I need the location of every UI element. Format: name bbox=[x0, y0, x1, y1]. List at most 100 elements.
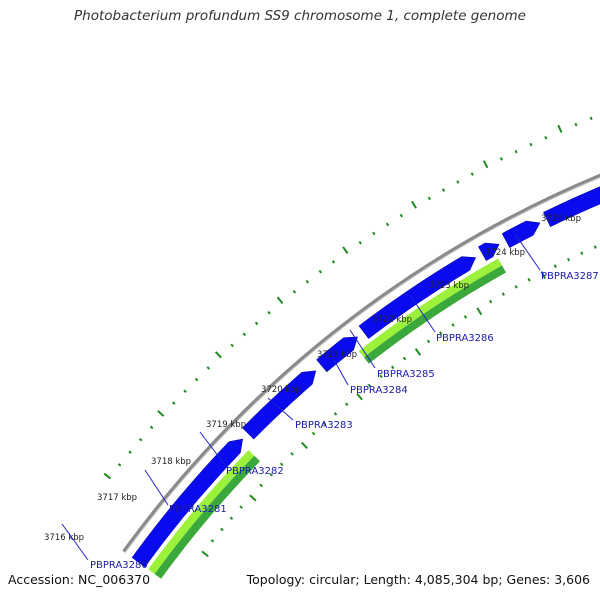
kbp-label: 3723 kbp bbox=[429, 281, 469, 291]
outer-tick bbox=[589, 116, 593, 121]
gene-labels: PBPRA3280 PBPRA3281 PBPRA3282 PBPRA3283 PBPR… bbox=[61, 233, 599, 571]
kbp-label: 3716 kbp bbox=[44, 533, 84, 543]
inner-tick bbox=[367, 383, 372, 388]
inner-tick bbox=[379, 374, 383, 379]
inner-tick bbox=[540, 271, 547, 280]
inner-tick bbox=[593, 245, 597, 249]
gene-label: PBPRA3284 bbox=[350, 385, 408, 396]
reverse-strand-genes bbox=[148, 258, 506, 579]
forward-gene-arrow bbox=[501, 220, 541, 249]
outer-tick bbox=[157, 410, 165, 417]
inner-tick bbox=[580, 251, 584, 256]
outer-tick bbox=[128, 450, 132, 454]
gene-label-leader bbox=[61, 523, 89, 561]
inner-tick bbox=[463, 315, 468, 319]
forward-strand-genes bbox=[131, 186, 600, 568]
gene-label: PBPRA3282 bbox=[226, 466, 284, 477]
reverse-gene-arrow-bottom bbox=[363, 265, 506, 364]
outer-tick-ring bbox=[103, 116, 593, 480]
inner-tick bbox=[426, 339, 431, 344]
outer-tick bbox=[206, 366, 211, 370]
kbp-label: 3718 kbp bbox=[151, 457, 191, 467]
gene-label: PBPRA3283 bbox=[295, 420, 353, 431]
outer-tick bbox=[342, 246, 349, 254]
outer-tick bbox=[399, 213, 403, 218]
inner-tick bbox=[566, 257, 571, 262]
inner-tick bbox=[501, 292, 505, 296]
inner-tick bbox=[451, 323, 455, 327]
kbp-label: 3717 kbp bbox=[97, 493, 137, 503]
forward-gene-arrow bbox=[478, 242, 500, 262]
outer-tick bbox=[499, 157, 503, 161]
gene-label-leader bbox=[332, 357, 349, 386]
inner-tick bbox=[322, 421, 327, 426]
gene-label-leader bbox=[267, 397, 294, 421]
genome-backbone bbox=[122, 173, 600, 553]
inner-tick bbox=[239, 505, 243, 509]
kbp-label: 3721 kbp bbox=[317, 350, 357, 360]
outer-tick bbox=[149, 425, 154, 430]
gene-label: PBPRA3286 bbox=[436, 333, 494, 344]
outer-tick bbox=[544, 135, 548, 140]
genome-backbone-highlight bbox=[124, 177, 600, 553]
gene-label-leader bbox=[409, 294, 436, 333]
inner-tick bbox=[514, 285, 518, 289]
inner-tick bbox=[290, 452, 294, 456]
inner-tick bbox=[249, 494, 257, 502]
outer-tick bbox=[194, 377, 199, 382]
inner-tick bbox=[439, 331, 443, 335]
reverse-gene-arrow-bottom bbox=[154, 455, 260, 579]
outer-tick bbox=[214, 351, 222, 359]
outer-tick bbox=[242, 332, 247, 337]
outer-tick bbox=[385, 222, 390, 227]
outer-tick bbox=[529, 142, 533, 147]
outer-tick bbox=[254, 321, 259, 326]
outer-tick bbox=[230, 343, 234, 348]
inner-tick bbox=[476, 307, 483, 316]
inner-tick bbox=[311, 431, 316, 436]
inner-tick bbox=[300, 441, 308, 450]
gene-label: PBPRA3285 bbox=[377, 369, 435, 380]
outer-tick bbox=[318, 269, 323, 274]
kbp-label: 3720 kbp bbox=[261, 385, 301, 395]
outer-tick bbox=[358, 240, 362, 245]
gene-label-leader bbox=[199, 431, 226, 466]
outer-tick bbox=[411, 200, 417, 209]
map-title: Photobacterium profundum SS9 chromosome … bbox=[74, 8, 526, 24]
outer-tick bbox=[331, 260, 336, 264]
inner-tick bbox=[488, 299, 493, 304]
outer-tick bbox=[557, 124, 563, 133]
inner-tick bbox=[414, 348, 422, 356]
outer-tick bbox=[292, 290, 297, 294]
forward-gene-arrow bbox=[131, 438, 244, 568]
inner-tick bbox=[210, 539, 215, 543]
outer-tick bbox=[117, 463, 122, 467]
outer-tick bbox=[305, 279, 310, 284]
reverse-gene-arrow-top bbox=[358, 258, 503, 358]
kbp-label: 3725 kbp bbox=[541, 214, 581, 224]
outer-tick bbox=[456, 180, 460, 184]
inner-tick bbox=[356, 392, 363, 401]
kbp-label: 3722 kbp bbox=[372, 315, 412, 325]
outer-tick bbox=[183, 389, 187, 394]
gene-label-leader bbox=[514, 233, 541, 271]
gene-label: PBPRA3287 bbox=[541, 271, 599, 282]
inner-tick bbox=[279, 462, 284, 467]
inner-tick bbox=[229, 516, 234, 521]
outer-tick bbox=[470, 172, 474, 176]
kbp-scale-labels: 3716 kbp 3717 kbp 3718 kbp 3719 kbp 3720 kbp… bbox=[44, 214, 581, 543]
forward-gene-arrow bbox=[543, 186, 600, 228]
gene-label-leader bbox=[349, 329, 376, 369]
outer-tick bbox=[372, 231, 376, 236]
inner-tick bbox=[259, 483, 263, 488]
outer-tick bbox=[441, 188, 446, 192]
outer-tick bbox=[427, 196, 431, 201]
outer-tick bbox=[267, 310, 271, 315]
forward-gene-arrow bbox=[242, 370, 317, 440]
gene-label: PBPRA3281 bbox=[169, 504, 227, 515]
gene-label-leader bbox=[144, 469, 169, 506]
inner-tick bbox=[527, 277, 531, 282]
forward-gene-arrow bbox=[358, 256, 477, 339]
topology-label: Topology: circular; Length: 4,085,304 bp… bbox=[246, 572, 590, 587]
